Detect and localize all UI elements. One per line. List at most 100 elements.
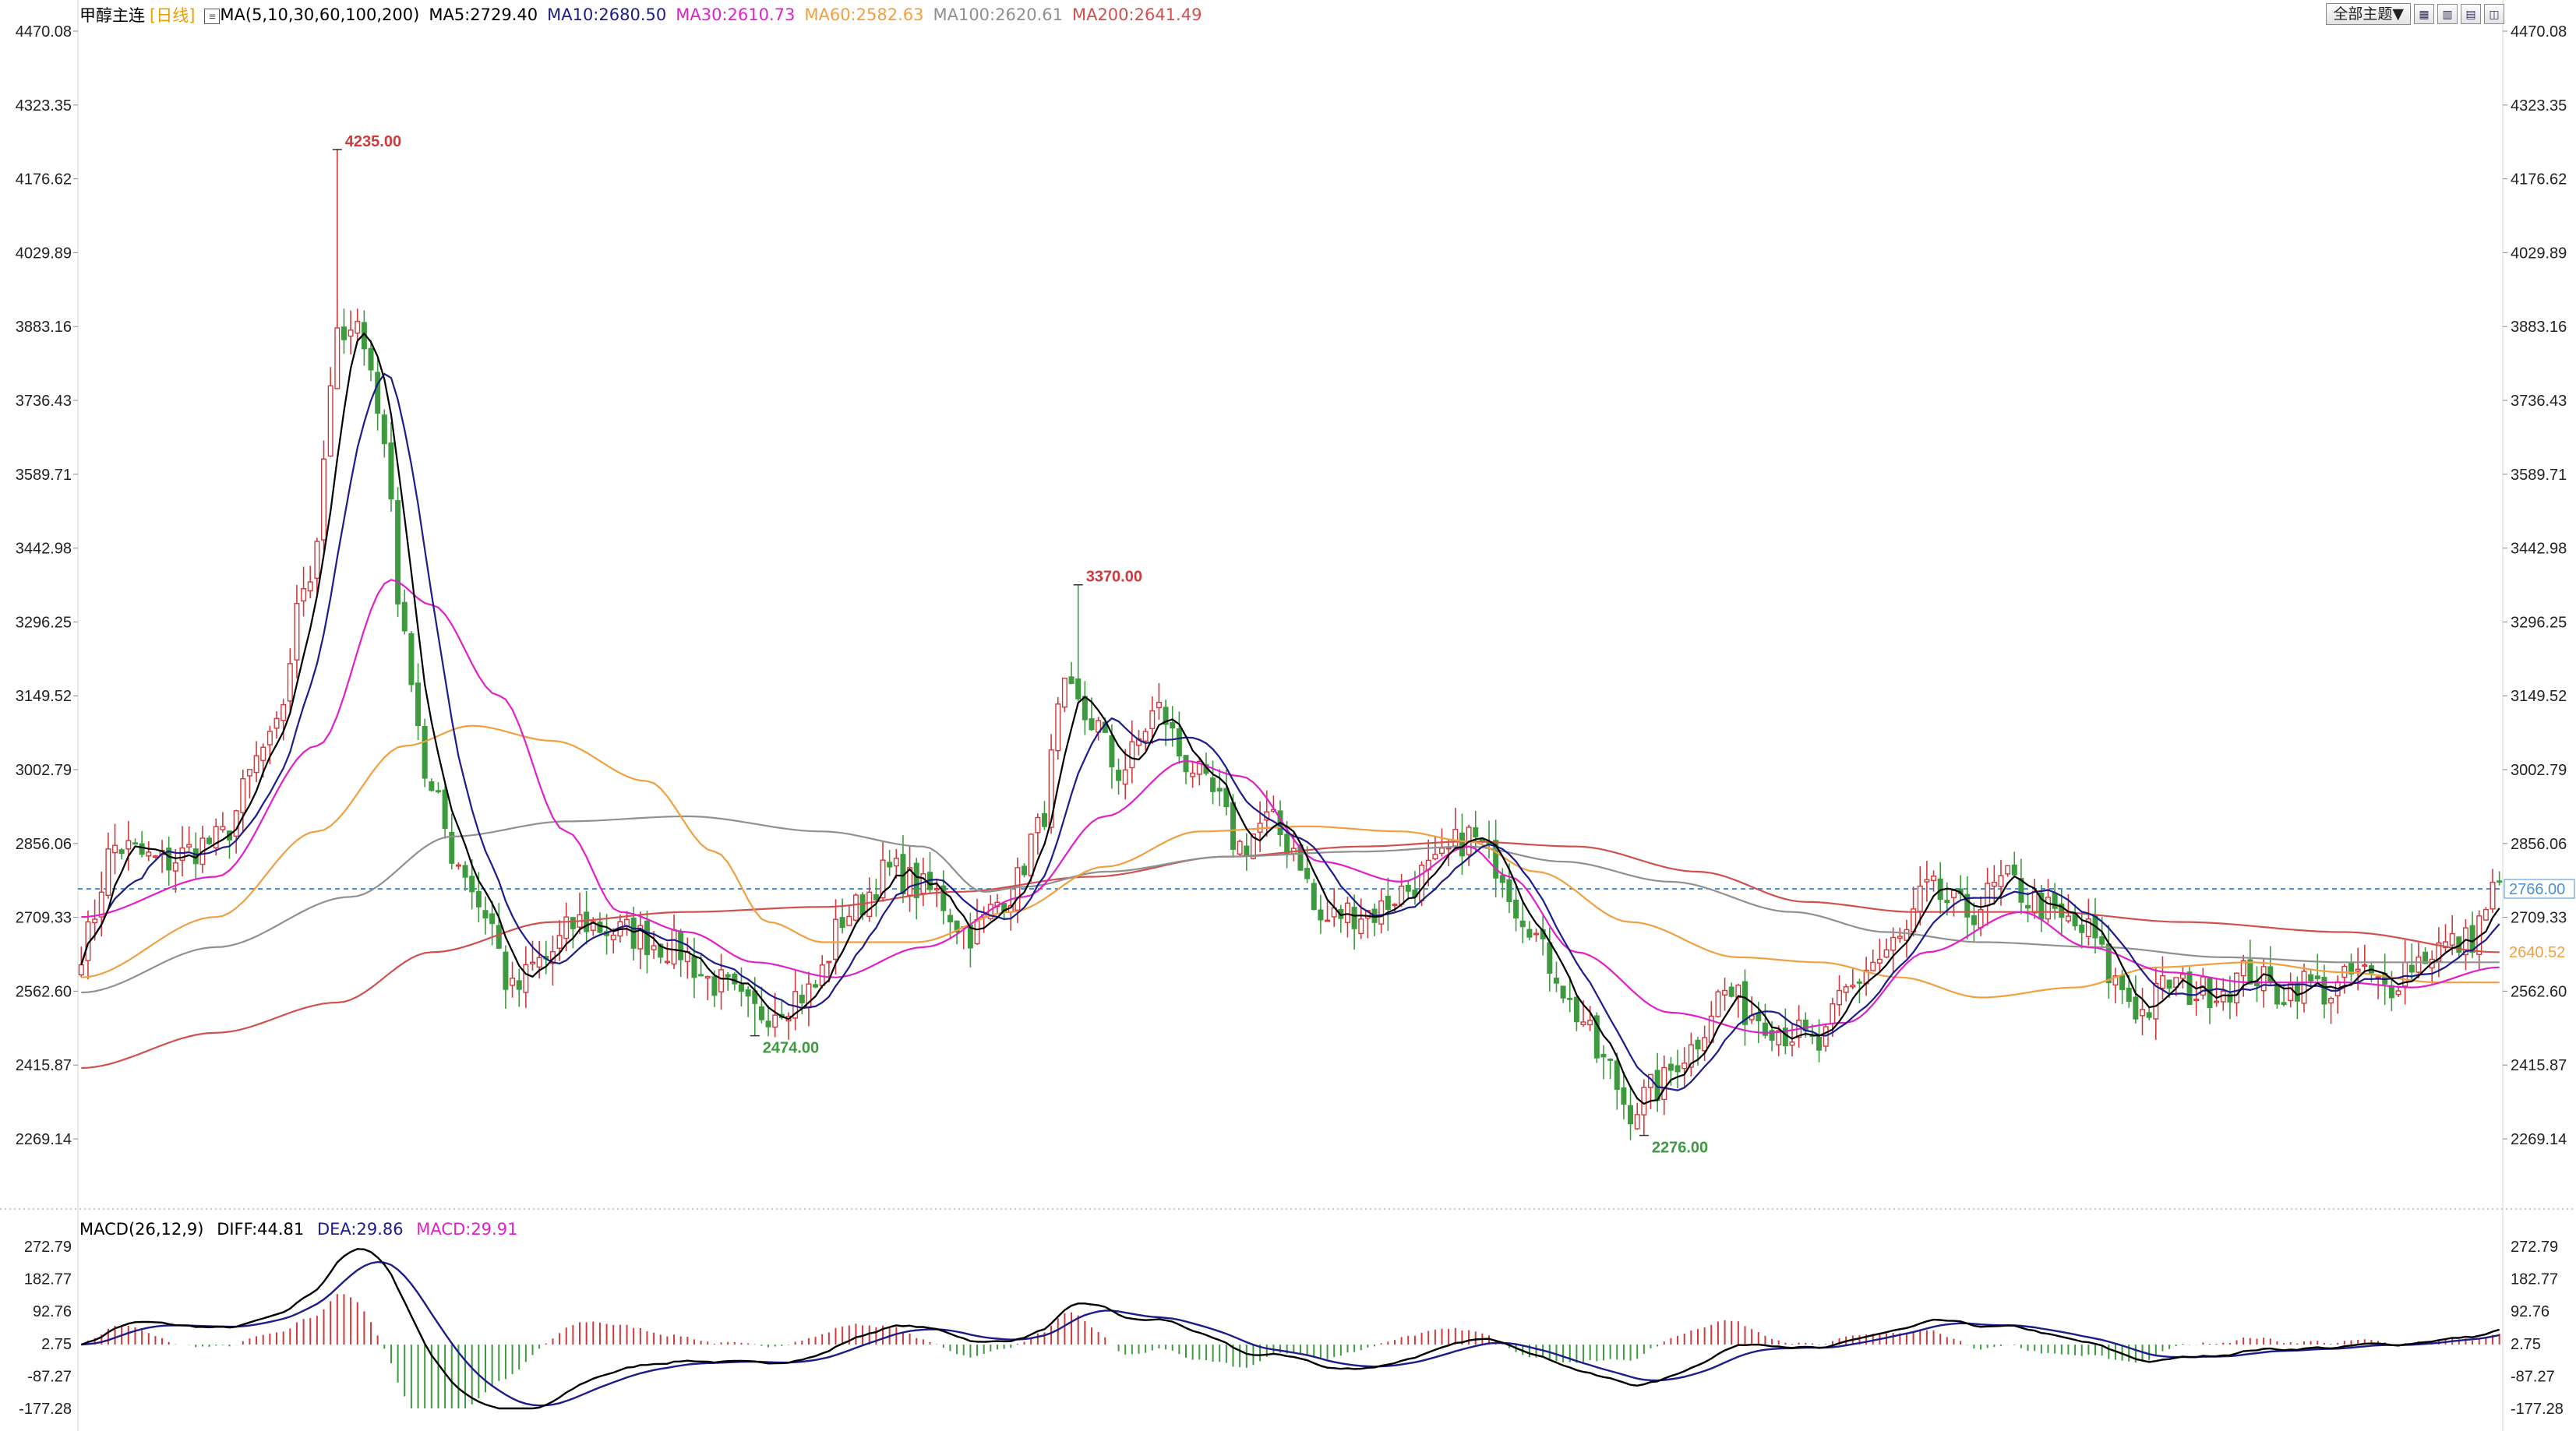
candle-body — [281, 703, 287, 721]
candle-body — [112, 844, 118, 854]
candle-body — [1600, 1053, 1607, 1058]
candle-body — [1917, 885, 1923, 912]
candle-body — [179, 847, 185, 861]
candle-body — [1580, 1021, 1586, 1025]
candle-body — [78, 964, 84, 976]
candle-body — [1837, 989, 1843, 1006]
chart-toolbar: 全部主题▼ ▦ ▥ ▤ ◫ — [2326, 3, 2504, 25]
candle-body — [2079, 924, 2085, 933]
candle-body — [1089, 718, 1095, 731]
candle-body — [1681, 1063, 1688, 1070]
macd-tick-label-right: -87.27 — [2511, 1368, 2555, 1385]
candle-body — [516, 980, 522, 990]
period-label[interactable]: [日线] — [150, 6, 196, 25]
candle-body — [1170, 721, 1176, 729]
macd-params-label: MACD(26,12,9) — [79, 1220, 204, 1239]
layout-icon[interactable]: ▥ — [2437, 4, 2458, 24]
candle-body — [1223, 788, 1230, 808]
candle-body — [482, 910, 489, 918]
candle-body — [1944, 900, 1950, 904]
candle-body — [839, 917, 845, 929]
candle-body — [246, 769, 252, 777]
candle-body — [866, 891, 873, 918]
price-tick-label-right: 2709.33 — [2511, 910, 2567, 927]
macd-dea-line — [81, 1260, 2500, 1407]
candle-body — [1237, 841, 1243, 855]
candle-body — [2099, 936, 2105, 945]
candle-body — [1385, 895, 1391, 910]
extreme-price-label: 2474.00 — [763, 1040, 819, 1057]
candle-body — [2348, 962, 2354, 975]
candle-body — [765, 1020, 771, 1027]
candle-body — [974, 918, 980, 945]
candle-body — [381, 414, 387, 445]
candle-body — [2328, 998, 2334, 1004]
candle-body — [503, 951, 509, 990]
candle-body — [1756, 1013, 1762, 1021]
candle-body — [1061, 677, 1067, 708]
candle-body — [1244, 845, 1250, 856]
candle-body — [1762, 1022, 1768, 1036]
ma5-line — [80, 332, 2500, 1105]
theme-dropdown[interactable]: 全部主题▼ — [2326, 3, 2411, 25]
candle-body — [644, 920, 650, 956]
candle-body — [873, 893, 879, 901]
candle-body — [1048, 749, 1054, 828]
macd-tick-label-left: 2.75 — [41, 1336, 72, 1353]
macd-header: MACD(26,12,9) DIFF:44.81 DEA:29.86 MACD:… — [79, 1220, 525, 1239]
candle-body — [1560, 985, 1566, 999]
layout-icon[interactable]: ▤ — [2461, 4, 2481, 24]
candle-body — [1904, 929, 1910, 941]
ma10-value: MA10:2680.50 — [547, 5, 667, 24]
candle-body — [1122, 769, 1128, 785]
price-tick-label-right: 4176.62 — [2511, 171, 2567, 189]
ma-settings-icon[interactable]: ≡ — [204, 9, 221, 24]
extreme-price-label: 2276.00 — [1652, 1140, 1708, 1157]
candle-body — [1116, 770, 1122, 781]
candle-body — [1156, 701, 1162, 709]
candle-body — [1506, 879, 1512, 903]
layout-icon[interactable]: ◫ — [2484, 4, 2504, 24]
candle-body — [2112, 975, 2119, 986]
candle-body — [455, 864, 461, 867]
ma100-value: MA100:2620.61 — [933, 5, 1063, 24]
ma-params-label: MA(5,10,30,60,100,200) — [220, 5, 420, 24]
candle-body — [442, 789, 448, 830]
candle-body — [1593, 1015, 1600, 1059]
candle-body — [1022, 865, 1028, 876]
candle-body — [125, 840, 132, 850]
layout-icon[interactable]: ▦ — [2414, 4, 2434, 24]
price-tick-label-left: 2562.60 — [16, 983, 72, 1000]
candle-body — [1789, 1042, 1795, 1046]
candle-body — [732, 973, 738, 985]
candle-body — [1304, 868, 1311, 879]
ma200-value: MA200:2641.49 — [1071, 5, 1202, 24]
candle-body — [2422, 951, 2429, 964]
candle-body — [590, 921, 596, 931]
candle-body — [2045, 897, 2051, 920]
candle-body — [2301, 971, 2307, 1004]
candle-body — [2240, 960, 2246, 977]
candle-body — [1547, 942, 1553, 974]
candle-body — [2314, 975, 2320, 979]
candle-body — [2005, 865, 2011, 875]
price-tick-label-left: 3149.52 — [16, 688, 72, 705]
candle-body — [1311, 883, 1317, 911]
candle-body — [523, 964, 529, 993]
candle-body — [1573, 996, 1579, 1023]
candle-body — [2375, 976, 2381, 979]
candle-body — [2490, 881, 2496, 910]
extreme-price-label: 4235.00 — [345, 133, 401, 150]
macd-diff-line — [80, 1248, 2500, 1410]
candle-body — [1587, 1020, 1593, 1026]
candle-body — [1816, 1036, 1823, 1051]
candle-body — [186, 844, 192, 848]
candle-body — [2085, 918, 2091, 938]
candle-body — [718, 969, 725, 992]
candle-body — [1776, 1030, 1782, 1045]
candle-body — [2140, 1009, 2146, 1017]
candle-body — [341, 326, 347, 340]
candle-body — [1432, 854, 1438, 860]
candle-body — [671, 929, 677, 965]
